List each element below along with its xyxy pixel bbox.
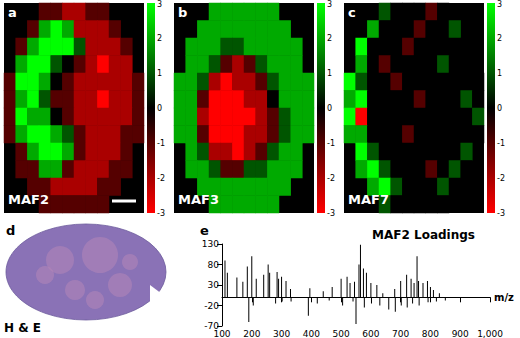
svg-text:-1: -1 <box>327 139 335 148</box>
svg-text:-2: -2 <box>497 174 505 183</box>
svg-text:a: a <box>8 5 17 20</box>
svg-text:3: 3 <box>497 0 502 9</box>
svg-text:900: 900 <box>452 329 469 338</box>
svg-text:1: 1 <box>157 69 162 78</box>
svg-text:1,000: 1,000 <box>477 329 503 338</box>
svg-text:80: 80 <box>208 260 220 270</box>
svg-text:-2: -2 <box>157 174 165 183</box>
svg-text:3: 3 <box>327 0 332 9</box>
svg-text:-20: -20 <box>204 301 219 311</box>
svg-text:30: 30 <box>208 280 220 290</box>
svg-text:800: 800 <box>422 329 439 338</box>
svg-text:2: 2 <box>497 34 502 43</box>
svg-text:c: c <box>348 5 356 20</box>
svg-text:b: b <box>178 5 187 20</box>
svg-text:MAF2: MAF2 <box>8 192 49 207</box>
svg-text:H & E: H & E <box>4 321 41 335</box>
svg-text:d: d <box>6 223 15 238</box>
svg-text:1: 1 <box>497 69 502 78</box>
svg-text:100: 100 <box>213 329 230 338</box>
svg-text:-3: -3 <box>157 209 165 218</box>
svg-text:-2: -2 <box>327 174 335 183</box>
svg-text:2: 2 <box>327 34 332 43</box>
svg-text:2: 2 <box>157 34 162 43</box>
svg-text:e: e <box>200 223 209 238</box>
svg-text:3: 3 <box>157 0 162 9</box>
svg-text:-3: -3 <box>327 209 335 218</box>
svg-text:m/z: m/z <box>494 292 514 303</box>
svg-text:-70: -70 <box>204 321 219 331</box>
svg-text:300: 300 <box>273 329 290 338</box>
svg-text:0: 0 <box>327 104 332 113</box>
svg-text:400: 400 <box>303 329 320 338</box>
svg-text:600: 600 <box>362 329 379 338</box>
svg-text:500: 500 <box>333 329 350 338</box>
svg-text:MAF3: MAF3 <box>178 192 219 207</box>
svg-text:0: 0 <box>497 104 502 113</box>
svg-text:MAF7: MAF7 <box>348 192 389 207</box>
svg-text:-1: -1 <box>497 139 505 148</box>
svg-text:1: 1 <box>327 69 332 78</box>
svg-text:200: 200 <box>243 329 260 338</box>
svg-text:130: 130 <box>202 239 219 249</box>
svg-text:0: 0 <box>157 104 162 113</box>
svg-text:-1: -1 <box>157 139 165 148</box>
svg-text:-3: -3 <box>497 209 505 218</box>
svg-text:MAF2 Loadings: MAF2 Loadings <box>372 228 475 242</box>
svg-text:700: 700 <box>392 329 409 338</box>
